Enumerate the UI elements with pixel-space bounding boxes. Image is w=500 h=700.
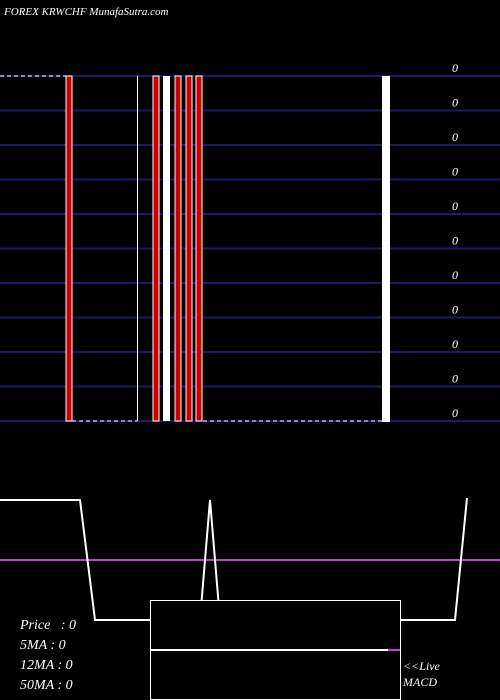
bar xyxy=(152,75,160,422)
bar xyxy=(163,76,170,421)
axis-label: 0 xyxy=(452,165,458,179)
axis-label: 0 xyxy=(452,61,458,75)
axis-label: 0 xyxy=(452,199,458,213)
stats: Price : 0 5MA : 0 12MA : 0 50MA : 0 xyxy=(19,618,76,693)
axis-label: 0 xyxy=(452,96,458,110)
stat-line: 50MA : 0 xyxy=(20,678,73,693)
macd-label: MACD xyxy=(402,675,437,689)
bar xyxy=(382,76,390,422)
macd-label: <<Live xyxy=(403,659,441,673)
bar xyxy=(174,75,182,422)
chart-title: FOREX KRWCHF MunafaSutra.com xyxy=(3,6,169,18)
macd-line xyxy=(0,497,468,621)
grid: 0 0 0 0 0 0 0 0 0 0 0 xyxy=(0,61,500,422)
axis-label: 0 xyxy=(452,303,458,317)
stat-line: 5MA : 0 xyxy=(20,638,66,653)
axis-label: 0 xyxy=(452,337,458,351)
axis-label: 0 xyxy=(452,372,458,386)
bar xyxy=(185,75,193,422)
price-bars xyxy=(65,75,390,422)
axis-label: 0 xyxy=(452,406,458,420)
axis-label: 0 xyxy=(452,268,458,282)
bar xyxy=(65,75,73,422)
axis-label: 0 xyxy=(452,130,458,144)
stat-line: Price : 0 xyxy=(19,618,76,633)
axis-label: 0 xyxy=(452,234,458,248)
stat-line: 12MA : 0 xyxy=(20,658,73,673)
bar xyxy=(195,75,203,422)
